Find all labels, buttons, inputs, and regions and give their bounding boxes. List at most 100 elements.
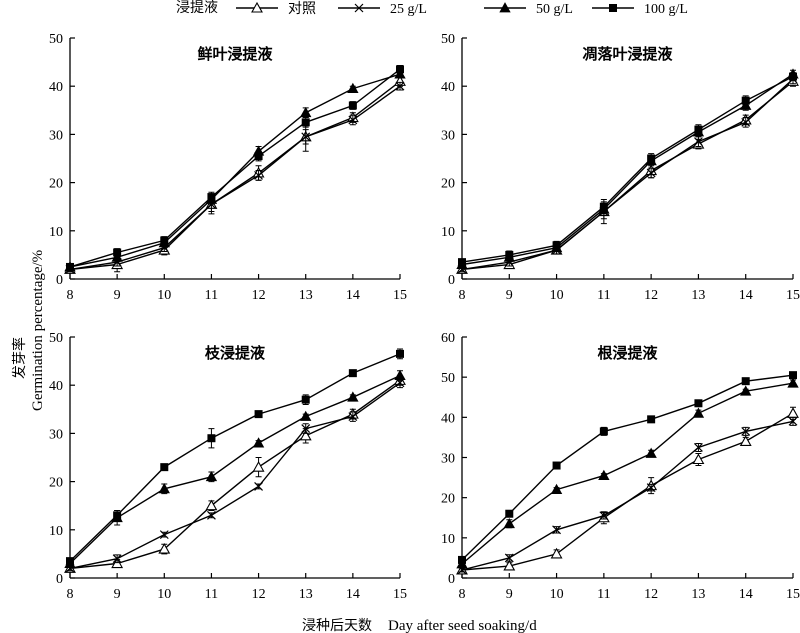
- legend-label: 100 g/L: [644, 2, 688, 17]
- data-point: [741, 377, 750, 386]
- legend-title: 浸提液: [176, 0, 218, 16]
- y-tick-label: 30: [441, 452, 455, 467]
- y-tick-label: 0: [56, 273, 63, 288]
- panel-4: 0 10 20 30 40 50 60 8 9 10 11 12 13 14 15 根浸提液: [441, 331, 800, 602]
- data-point: [348, 115, 358, 125]
- x-tick-label: 12: [644, 587, 658, 602]
- y-tick-label: 20: [441, 177, 455, 192]
- x-axis-label-zh: 浸种后天数: [302, 618, 372, 633]
- data-point: [394, 369, 406, 380]
- data-point: [692, 453, 705, 465]
- series-line: [69, 382, 401, 570]
- y-tick-label: 30: [49, 427, 63, 442]
- data-point: [300, 410, 312, 421]
- data-point: [694, 443, 703, 452]
- data-point: [458, 258, 466, 267]
- data-point: [158, 542, 171, 554]
- panel-3: 0 10 20 30 40 50 8 9 10 11 12 13 14 15 枝浸提液: [49, 331, 407, 602]
- y-tick-label: 40: [49, 80, 63, 95]
- panel-title: 枝浸提液: [205, 344, 266, 362]
- series-line: [461, 75, 794, 263]
- data-point: [694, 137, 703, 147]
- x-tick-label: 15: [786, 587, 800, 602]
- data-point: [66, 262, 74, 271]
- y-tick-label: 30: [49, 128, 63, 143]
- y-tick-label: 20: [49, 177, 63, 192]
- x-tick-label: 13: [691, 587, 705, 602]
- series-25-g-l: [65, 81, 405, 274]
- x-tick-label: 11: [597, 288, 610, 303]
- data-point: [348, 101, 357, 110]
- data-point: [552, 241, 561, 250]
- series-line: [69, 353, 401, 562]
- x-tick-label: 15: [393, 288, 407, 303]
- data-point: [348, 369, 357, 378]
- series-line: [461, 412, 794, 571]
- series-line: [69, 68, 401, 268]
- data-point: [347, 391, 359, 402]
- panel-title: 鲜叶浸提液: [197, 45, 273, 63]
- data-point: [787, 407, 799, 418]
- y-tick-label: 10: [49, 225, 63, 240]
- data-point: [789, 371, 797, 380]
- data-point: [599, 427, 608, 436]
- data-point: [301, 424, 311, 434]
- y-tick-label: 10: [441, 225, 455, 240]
- data-point: [254, 481, 263, 491]
- series-100-g-l: [66, 64, 404, 271]
- data-point: [160, 463, 169, 472]
- data-point: [504, 553, 514, 563]
- data-point: [254, 152, 263, 161]
- data-point: [692, 407, 705, 418]
- data-point: [647, 154, 656, 163]
- x-tick-label: 9: [506, 288, 513, 303]
- y-tick-label: 0: [448, 273, 455, 288]
- data-point: [739, 435, 752, 446]
- x-tick-label: 12: [252, 587, 266, 602]
- series-50-g-l: [64, 369, 406, 568]
- x-tick-label: 13: [299, 587, 313, 602]
- x-tick-label: 8: [67, 587, 74, 602]
- data-point: [299, 429, 312, 441]
- x-tick-label: 10: [550, 587, 564, 602]
- x-tick-label: 14: [346, 587, 360, 602]
- x-tick-label: 9: [506, 587, 513, 602]
- legend-marker-filled-square: [609, 4, 617, 12]
- series-line: [69, 374, 401, 565]
- data-point: [788, 416, 798, 426]
- data-point: [550, 547, 563, 559]
- data-point: [740, 385, 752, 396]
- series-control: [64, 374, 406, 573]
- data-point: [159, 530, 169, 540]
- x-tick-label: 11: [597, 587, 610, 602]
- y-tick-label: 50: [441, 371, 455, 386]
- y-tick-label: 40: [49, 379, 63, 394]
- data-point: [112, 554, 122, 564]
- series-50-g-l: [456, 377, 799, 569]
- legend-marker-open-triangle: [251, 1, 263, 13]
- x-tick-label: 8: [67, 288, 74, 303]
- y-tick-label: 30: [441, 128, 455, 143]
- data-point: [787, 377, 799, 388]
- x-tick-label: 9: [114, 587, 121, 602]
- y-axis-label-en: Germination percentage/%: [30, 250, 46, 411]
- data-point: [158, 483, 170, 494]
- series-100-g-l: [458, 371, 797, 564]
- data-point: [301, 395, 310, 404]
- series-line: [69, 379, 401, 570]
- y-axis-label-zh: 发芽率: [11, 337, 28, 379]
- data-point: [552, 525, 561, 535]
- series-line: [69, 80, 401, 271]
- x-tick-label: 15: [393, 587, 407, 602]
- x-tick-label: 8: [459, 587, 466, 602]
- data-point: [300, 106, 312, 118]
- data-point: [348, 412, 358, 421]
- x-tick-label: 14: [346, 288, 360, 303]
- y-tick-label: 50: [49, 32, 63, 47]
- x-tick-label: 11: [205, 587, 218, 602]
- legend-label: 25 g/L: [390, 2, 427, 17]
- x-tick-label: 12: [252, 288, 266, 303]
- x-tick-label: 11: [205, 288, 218, 303]
- data-point: [646, 168, 656, 178]
